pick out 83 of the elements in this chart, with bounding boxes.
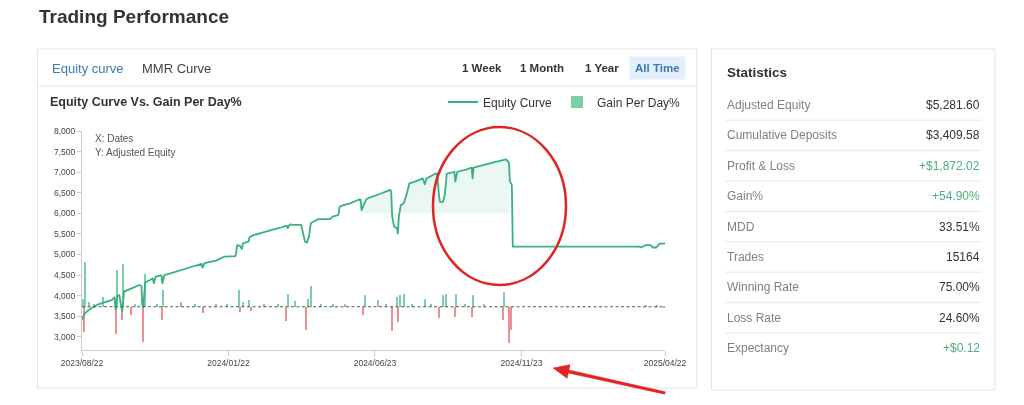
text: Statistics — [727, 65, 788, 80]
bar — [238, 290, 240, 307]
y-tick-label: 3,500 — [54, 311, 76, 322]
text: $3,409.58 — [926, 128, 980, 142]
bar — [403, 294, 405, 307]
y-tick-label: 7,500 — [54, 146, 76, 157]
bar — [502, 307, 504, 320]
bar — [142, 307, 144, 342]
bar — [397, 307, 399, 322]
y-tick-label: 8,000 — [54, 125, 76, 136]
annotation: X: Dates — [95, 133, 134, 144]
text: Trading Performance — [39, 6, 230, 27]
annotation: Y: Adjusted Equity — [95, 147, 176, 158]
bar — [115, 307, 117, 334]
bar — [508, 307, 510, 343]
category-label: Winning Rate — [727, 280, 800, 294]
bar — [396, 297, 398, 307]
text: +54.90% — [932, 189, 980, 203]
bar — [305, 307, 307, 330]
legend-label: Gain Per Day% — [597, 95, 681, 110]
text: 24.60% — [939, 311, 980, 325]
category-label: Trades — [727, 250, 764, 264]
y-tick-label: 6,500 — [54, 187, 76, 198]
chart-title: Equity Curve Vs. Gain Per Day% — [50, 95, 242, 110]
bar — [377, 300, 379, 307]
bar — [161, 307, 163, 320]
category-label: Profit & Loss — [727, 159, 796, 173]
x-tick-label: 2025/04/22 — [643, 358, 687, 369]
y-tick-label: 5,500 — [54, 228, 76, 239]
category-label: Loss Rate — [727, 311, 782, 325]
bar — [455, 294, 457, 307]
bar — [503, 292, 505, 307]
text: 1 Week — [462, 62, 503, 74]
bar — [310, 286, 312, 307]
bar — [287, 294, 289, 307]
bar — [391, 307, 393, 331]
bar — [438, 307, 440, 318]
bar — [442, 295, 444, 307]
text: $5,281.60 — [926, 98, 980, 112]
bar — [471, 307, 473, 317]
y-tick-label: 4,500 — [54, 270, 76, 281]
bar — [84, 262, 86, 307]
category-label: MDD — [727, 220, 755, 234]
bar — [250, 307, 252, 311]
bar — [285, 307, 287, 321]
bar — [445, 294, 447, 307]
legend-label: Equity Curve — [483, 95, 553, 110]
category-label: Expectancy — [727, 341, 790, 355]
text: Equity curve — [52, 61, 124, 76]
x-tick-label: 2024/06/23 — [353, 358, 397, 369]
text: 15164 — [946, 250, 980, 264]
y-tick-label: 5,000 — [54, 249, 76, 260]
bar — [472, 295, 474, 307]
bar — [362, 307, 364, 315]
bar — [239, 307, 241, 312]
category-label: Adjusted Equity — [727, 98, 811, 112]
line-series — [82, 158, 665, 321]
bar — [202, 307, 204, 313]
y-tick-label: 7,000 — [54, 167, 76, 178]
y-tick-label: 3,000 — [54, 331, 76, 342]
text: MMR Curve — [142, 61, 212, 76]
x-tick-label: 2024/01/22 — [207, 358, 251, 369]
text: All Time — [635, 62, 680, 74]
bar — [344, 304, 346, 307]
bar — [130, 307, 132, 315]
text: 1 Year — [585, 62, 620, 74]
text: 1 Month — [520, 62, 565, 74]
bar — [454, 307, 456, 317]
bar — [162, 290, 164, 307]
text: 75.00% — [939, 280, 980, 294]
bar — [399, 295, 401, 307]
text: +$1,872.02 — [919, 159, 980, 173]
y-tick-label: 4,000 — [54, 290, 76, 301]
bar — [364, 295, 366, 307]
bar — [180, 302, 182, 307]
text: 33.51% — [939, 220, 980, 234]
x-tick-label: 2024/11/23 — [500, 358, 543, 369]
text: +$0.12 — [943, 341, 981, 355]
category-label: Gain% — [727, 189, 764, 203]
bar — [294, 301, 296, 307]
x-tick-label: 2023/08/22 — [60, 358, 104, 369]
y-tick-label: 6,000 — [54, 208, 76, 219]
category-label: Cumulative Deposits — [727, 128, 838, 142]
